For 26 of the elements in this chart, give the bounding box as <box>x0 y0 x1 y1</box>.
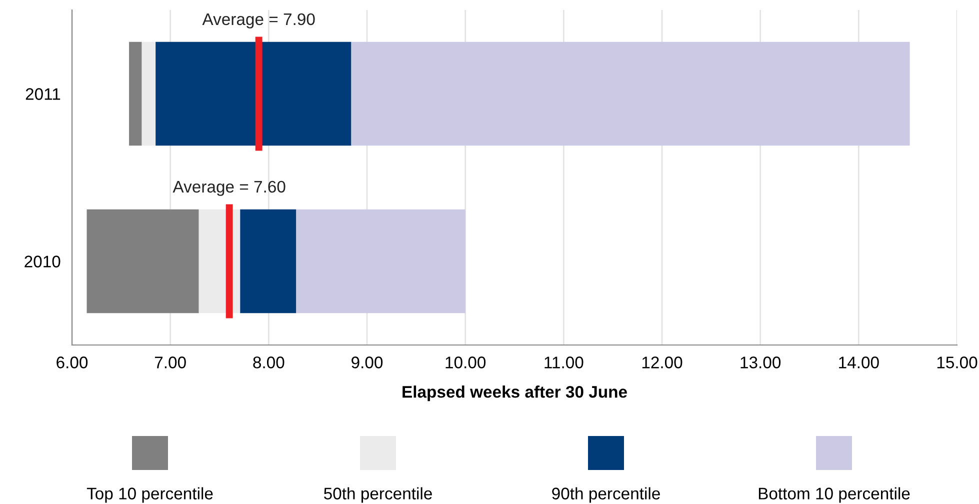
legend-label: Top 10 percentile <box>86 487 213 503</box>
x-tick-label: 13.00 <box>740 356 781 368</box>
x-axis-title: Elapsed weeks after 30 June <box>402 386 627 402</box>
bar <box>142 42 156 146</box>
legend-label: Bottom 10 percentile <box>758 487 910 503</box>
bar <box>86 209 199 314</box>
x-tick-label: 8.00 <box>253 356 284 368</box>
ref-line-label: Average = 7.60 <box>172 180 286 196</box>
x-tick-label: 9.00 <box>352 356 383 368</box>
legend-label: 50th percentile <box>324 487 432 503</box>
x-tick-label: 11.00 <box>544 356 584 368</box>
bar <box>129 42 142 146</box>
bar <box>351 42 910 146</box>
y-tick-label: 2010 <box>24 256 60 268</box>
x-tick-label: 12.00 <box>642 356 682 368</box>
x-tick-label: 6.00 <box>56 356 88 368</box>
x-tick-label: 14.00 <box>839 356 879 368</box>
bar <box>296 209 466 314</box>
bar <box>156 42 352 146</box>
bar <box>240 209 296 314</box>
x-tick-label: 15.00 <box>937 356 978 368</box>
x-tick-label: 7.00 <box>154 356 186 368</box>
legend-label: 90th percentile <box>552 487 660 503</box>
x-tick-label: 10.00 <box>446 356 486 368</box>
ref-line-label: Average = 7.90 <box>202 13 315 28</box>
y-tick-label: 2011 <box>26 88 60 100</box>
